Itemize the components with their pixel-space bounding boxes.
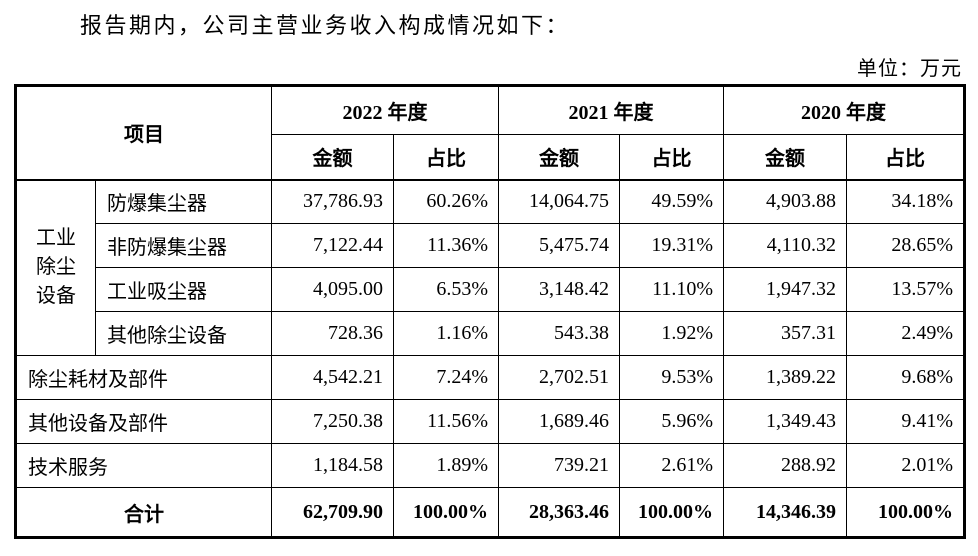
- total-amount-cell: 28,363.46: [498, 487, 620, 539]
- amount-cell: 5,475.74: [498, 223, 620, 268]
- ratio-cell: 60.26%: [393, 179, 499, 224]
- header-year-2021: 2021 年度: [498, 84, 724, 135]
- header-amount-2020: 金额: [723, 134, 847, 181]
- ratio-cell: 9.68%: [846, 355, 966, 400]
- item-cell: 其他设备及部件: [14, 399, 272, 444]
- ratio-cell: 11.36%: [393, 223, 499, 268]
- ratio-cell: 1.92%: [619, 311, 724, 356]
- item-cell: 非防爆集尘器: [95, 223, 272, 268]
- ratio-cell: 9.41%: [846, 399, 966, 444]
- total-ratio-cell: 100.00%: [846, 487, 966, 539]
- ratio-cell: 11.56%: [393, 399, 499, 444]
- ratio-cell: 5.96%: [619, 399, 724, 444]
- total-ratio-cell: 100.00%: [393, 487, 499, 539]
- ratio-cell: 2.01%: [846, 443, 966, 488]
- amount-cell: 1,184.58: [271, 443, 394, 488]
- header-year-2022: 2022 年度: [271, 84, 499, 135]
- ratio-cell: 7.24%: [393, 355, 499, 400]
- total-ratio-cell: 100.00%: [619, 487, 724, 539]
- item-cell: 除尘耗材及部件: [14, 355, 272, 400]
- amount-cell: 4,095.00: [271, 267, 394, 312]
- amount-cell: 4,110.32: [723, 223, 847, 268]
- intro-text: 报告期内，公司主营业务收入构成情况如下：: [80, 13, 571, 38]
- amount-cell: 4,903.88: [723, 179, 847, 224]
- table-row: 非防爆集尘器 7,122.44 11.36% 5,475.74 19.31% 4…: [16, 223, 966, 268]
- header-amount-2022: 金额: [271, 134, 394, 181]
- revenue-composition-table: 项目 2022 年度 2021 年度 2020 年度 金额 占比 金额 占比 金…: [14, 84, 966, 539]
- ratio-cell: 2.49%: [846, 311, 966, 356]
- total-amount-cell: 14,346.39: [723, 487, 847, 539]
- table-row: 技术服务 1,184.58 1.89% 739.21 2.61% 288.92 …: [14, 443, 966, 488]
- total-row: 合计 62,709.90 100.00% 28,363.46 100.00% 1…: [14, 487, 966, 539]
- amount-cell: 357.31: [723, 311, 847, 356]
- header-amount-2021: 金额: [498, 134, 620, 181]
- amount-cell: 288.92: [723, 443, 847, 488]
- table-row: 其他设备及部件 7,250.38 11.56% 1,689.46 5.96% 1…: [14, 399, 966, 444]
- ratio-cell: 19.31%: [619, 223, 724, 268]
- amount-cell: 1,689.46: [498, 399, 620, 444]
- item-cell: 其他除尘设备: [95, 311, 272, 356]
- amount-cell: 4,542.21: [271, 355, 394, 400]
- ratio-cell: 28.65%: [846, 223, 966, 268]
- ratio-cell: 49.59%: [619, 179, 724, 224]
- amount-cell: 14,064.75: [498, 179, 620, 224]
- amount-cell: 3,148.42: [498, 267, 620, 312]
- amount-cell: 728.36: [271, 311, 394, 356]
- header-item: 项目: [14, 84, 272, 181]
- unit-label: 单位：万元: [857, 58, 962, 80]
- item-cell: 技术服务: [14, 443, 272, 488]
- item-cell: 防爆集尘器: [95, 179, 272, 224]
- amount-cell: 1,947.32: [723, 267, 847, 312]
- ratio-cell: 2.61%: [619, 443, 724, 488]
- amount-cell: 37,786.93: [271, 179, 394, 224]
- ratio-cell: 13.57%: [846, 267, 966, 312]
- table-row: 其他除尘设备 728.36 1.16% 543.38 1.92% 357.31 …: [16, 311, 966, 356]
- amount-cell: 543.38: [498, 311, 620, 356]
- ratio-cell: 6.53%: [393, 267, 499, 312]
- table-row: 工业吸尘器 4,095.00 6.53% 3,148.42 11.10% 1,9…: [16, 267, 966, 312]
- header-ratio-2021: 占比: [619, 134, 724, 181]
- header-year-2020: 2020 年度: [723, 84, 966, 135]
- table-row: 工业除尘设备 防爆集尘器 37,786.93 60.26% 14,064.75 …: [14, 179, 966, 356]
- ratio-cell: 34.18%: [846, 179, 966, 224]
- header-row-subcolumns: 金额 占比 金额 占比 金额 占比: [16, 134, 966, 181]
- amount-cell: 7,122.44: [271, 223, 394, 268]
- ratio-cell: 1.89%: [393, 443, 499, 488]
- item-cell: 工业吸尘器: [95, 267, 272, 312]
- header-ratio-2022: 占比: [393, 134, 499, 181]
- header-ratio-2020: 占比: [846, 134, 966, 181]
- group-label-cell: 工业除尘设备: [14, 179, 96, 356]
- header-row-years: 项目 2022 年度 2021 年度 2020 年度: [14, 84, 966, 181]
- total-label-cell: 合计: [14, 487, 272, 539]
- amount-cell: 1,389.22: [723, 355, 847, 400]
- amount-cell: 7,250.38: [271, 399, 394, 444]
- amount-cell: 1,349.43: [723, 399, 847, 444]
- amount-cell: 739.21: [498, 443, 620, 488]
- ratio-cell: 1.16%: [393, 311, 499, 356]
- amount-cell: 2,702.51: [498, 355, 620, 400]
- ratio-cell: 9.53%: [619, 355, 724, 400]
- total-amount-cell: 62,709.90: [271, 487, 394, 539]
- group-label: 工业除尘设备: [35, 227, 76, 308]
- table-row: 除尘耗材及部件 4,542.21 7.24% 2,702.51 9.53% 1,…: [14, 355, 966, 400]
- ratio-cell: 11.10%: [619, 267, 724, 312]
